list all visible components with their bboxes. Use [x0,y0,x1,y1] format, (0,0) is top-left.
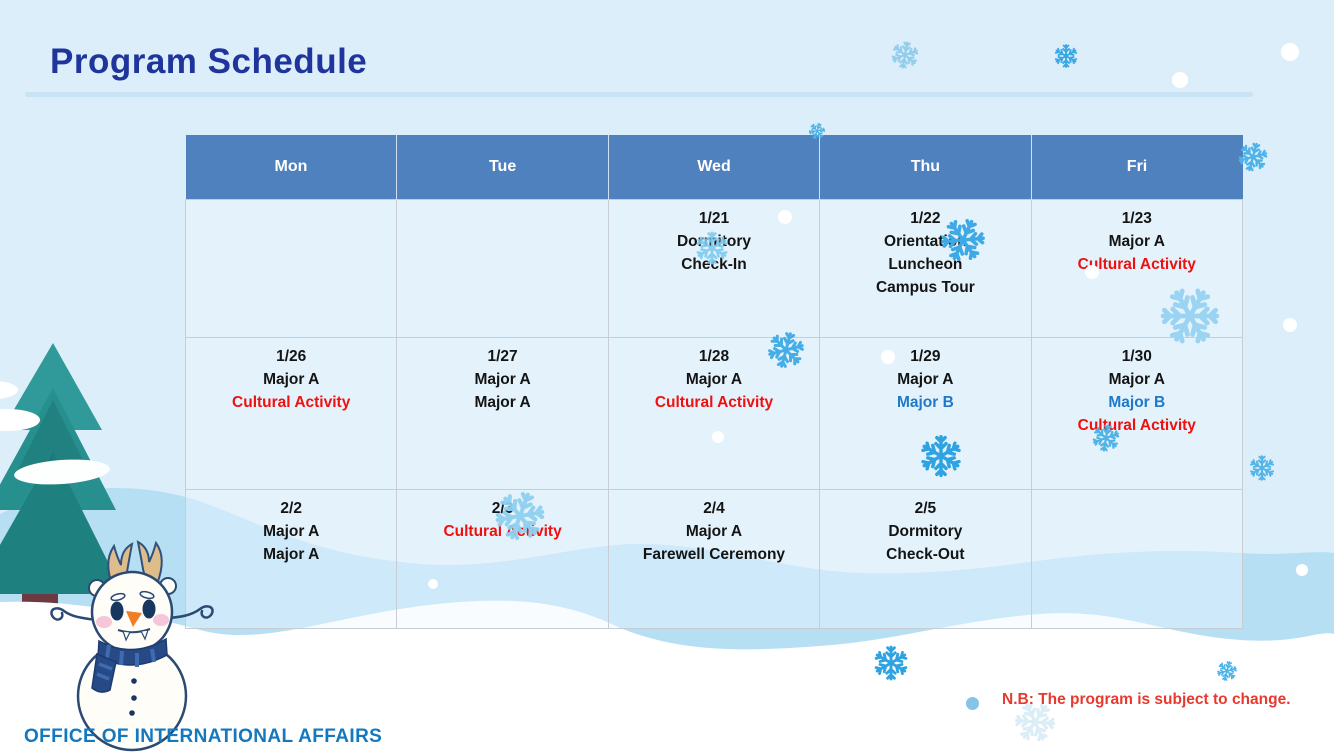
schedule-line: 2/4 [703,500,725,517]
schedule-cell: 2/3 Cultural Activity [396,489,609,629]
program-schedule-table: Mon Tue Wed Thu Fri 1/21 Dormitory Check-In 1/2… [184,135,1244,629]
schedule-line: Major A [897,371,954,388]
schedule-line: Major A [263,546,320,563]
schedule-line: Major A [263,523,320,540]
schedule-line: Campus Tour [875,279,975,296]
schedule-line: 1/29 [910,348,941,365]
schedule-line: 1/23 [1121,210,1152,227]
pine-tree-illustration [0,343,124,625]
schedule-line: Major B [1108,394,1166,411]
schedule-line: Major A [474,371,531,388]
note-bullet-icon [966,697,979,710]
schedule-line: Cultural Activity [1077,256,1196,273]
schedule-line: Major B [896,394,954,411]
schedule-line: Farewell Ceremony [642,546,786,563]
schedule-cell: 1/27 Major A Major A [396,337,609,490]
schedule-cell: 1/29 Major A Major B [819,337,1032,490]
schedule-cell [396,199,609,338]
schedule-cell: 1/28 Major A Cultural Activity [607,337,821,490]
schedule-line: Cultural Activity [232,394,351,411]
schedule-line: Check-Out [886,546,965,563]
table-header-wed: Wed [607,135,821,200]
title-underline [25,92,1253,97]
schedule-line: Cultural Activity [1077,417,1196,434]
schedule-cell: 1/22 Orientation Luncheon Campus Tour [819,199,1032,338]
schedule-cell [1030,489,1244,629]
schedule-line: Check-In [681,256,747,273]
page-title: Program Schedule [50,42,368,81]
schedule-cell [184,199,398,338]
schedule-line: Major A [263,371,320,388]
schedule-cell: 2/5 Dormitory Check-Out [819,489,1032,629]
schedule-cell: 1/26 Major A Cultural Activity [184,337,398,490]
schedule-line: 1/22 [910,210,941,227]
white-snow-wave [0,600,1334,754]
schedule-line: Major A [1108,233,1165,250]
table-row: 1/21 Dormitory Check-In 1/22 Orientation Lunc… [184,199,1244,338]
schedule-cell: 2/2 Major A Major A [184,489,398,629]
table-header-mon: Mon [185,135,398,200]
schedule-line: 1/30 [1121,348,1152,365]
schedule-line: 1/27 [487,348,518,365]
schedule-line: Luncheon [888,256,963,273]
schedule-line: 2/3 [491,500,514,517]
schedule-line: 2/2 [280,500,302,517]
schedule-line: 1/26 [276,348,307,365]
schedule-line: Major A [685,371,743,388]
schedule-line: Major A [474,394,531,411]
schedule-line: Major A [685,523,743,540]
table-header-tue: Tue [396,135,609,200]
schedule-cell: 2/4 Major A Farewell Ceremony [607,489,821,629]
table-row: 2/2 Major A Major A 2/3 Cultural Activity 2/4… [184,489,1244,629]
schedule-cell: 1/23 Major A Cultural Activity [1030,199,1244,338]
schedule-cell: 1/21 Dormitory Check-In [607,199,821,338]
table-header-thu: Thu [819,135,1032,200]
table-header-fri: Fri [1030,135,1243,200]
schedule-line: Dormitory [888,523,963,540]
schedule-line: 2/5 [914,500,937,517]
schedule-line: Dormitory [676,233,752,250]
schedule-line: 1/21 [698,210,730,227]
schedule-line: Cultural Activity [443,523,562,540]
schedule-cell: 1/30 Major A Major B Cultural Activity [1030,337,1244,490]
schedule-line: Orientation [884,233,967,250]
schedule-line: Cultural Activity [654,394,774,411]
schedule-line: 1/28 [698,348,730,365]
office-label: OFFICE OF INTERNATIONAL AFFAIRS [24,726,383,747]
schedule-line: Major A [1108,371,1165,388]
schedule-change-note: N.B: The program is subject to change. [1002,691,1291,708]
table-header-row: Mon Tue Wed Thu Fri [185,135,1243,200]
table-row: 1/26 Major A Cultural Activity 1/27 Major A M… [184,337,1244,490]
